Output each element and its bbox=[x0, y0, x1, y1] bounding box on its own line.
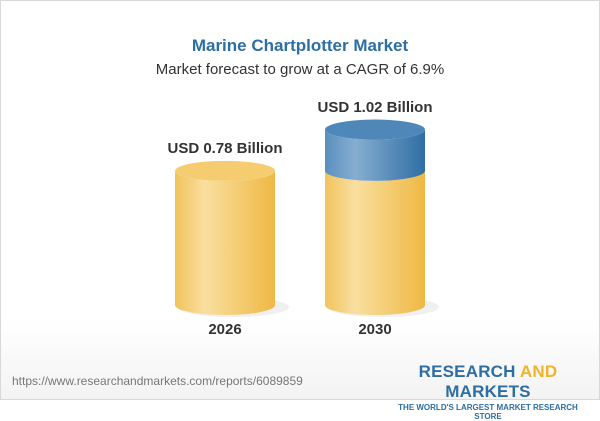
x-tick-2030: 2030 bbox=[358, 321, 391, 338]
cylinder-base-segment-2030 bbox=[325, 170, 425, 315]
logo-text-research: RESEARCH bbox=[418, 362, 520, 381]
source-url[interactable]: https://www.researchandmarkets.com/repor… bbox=[12, 374, 303, 388]
x-tick-2026: 2026 bbox=[208, 321, 241, 338]
data-label-2030: USD 1.02 Billion bbox=[317, 99, 432, 116]
logo-tagline: THE WORLD'S LARGEST MARKET RESEARCH STOR… bbox=[398, 403, 578, 421]
cylinder-growth-segment-2030 bbox=[325, 129, 425, 181]
chart-subtitle: Market forecast to grow at a CAGR of 6.9… bbox=[155, 61, 445, 78]
cylinder-body-2026 bbox=[175, 170, 275, 315]
logo-text-markets: MARKETS bbox=[445, 382, 531, 401]
data-label-2026: USD 0.78 Billion bbox=[167, 140, 282, 157]
research-and-markets-logo[interactable]: RESEARCH AND MARKETS THE WORLD'S LARGEST… bbox=[384, 362, 592, 421]
cylinder-top-2026 bbox=[175, 160, 275, 181]
chart-frame bbox=[0, 0, 600, 400]
chart-title: Marine Chartplotter Market bbox=[191, 36, 409, 55]
cylinder-chart: USD 0.78 Billion USD 1.02 Billion 2026 2… bbox=[167, 99, 439, 338]
logo-text-and: AND bbox=[519, 362, 558, 381]
cylinder-top-2030 bbox=[325, 119, 425, 140]
